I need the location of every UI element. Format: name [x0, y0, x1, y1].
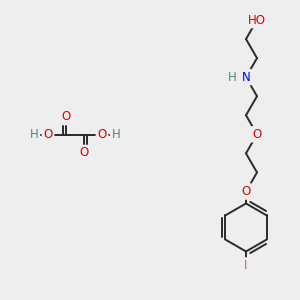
Text: O: O — [80, 146, 88, 160]
Text: HO: HO — [248, 14, 266, 26]
Text: O: O — [44, 128, 52, 142]
Text: H: H — [228, 71, 236, 84]
Text: O: O — [252, 128, 262, 141]
Text: H: H — [30, 128, 38, 142]
Text: O: O — [61, 110, 70, 124]
Text: I: I — [244, 259, 248, 272]
Text: N: N — [242, 71, 250, 84]
Text: O: O — [98, 128, 106, 142]
Text: H: H — [112, 128, 120, 142]
Text: O: O — [242, 185, 250, 198]
